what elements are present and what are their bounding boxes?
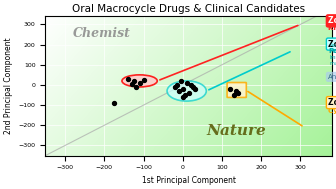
Point (137, 81, 142, 84)
Point (227, 88, 233, 91)
Point (141, 78, 146, 81)
FancyBboxPatch shape (227, 83, 246, 98)
Point (186, 91, 191, 94)
Point (231, 94, 237, 97)
Text: Kinase Inhibitors: Kinase Inhibitors (328, 26, 336, 31)
Point (125, 77, 130, 80)
Point (172, 85, 178, 88)
Point (182, 94, 187, 97)
Point (233, 89, 239, 92)
Point (184, 81, 190, 84)
Point (190, 85, 195, 88)
Point (178, 79, 183, 82)
Point (129, 82, 134, 85)
Text: Polyketides: Polyketides (328, 48, 336, 54)
Text: Zone 3: Zone 3 (328, 98, 336, 107)
Ellipse shape (122, 75, 157, 87)
Text: Chemist: Chemist (73, 26, 131, 40)
Text: Cyclic Peptides: Cyclic Peptides (328, 108, 336, 114)
Text: Zone 2: Zone 2 (328, 16, 336, 25)
Point (176, 89, 181, 92)
Text: Nature: Nature (206, 124, 266, 138)
Y-axis label: 2nd Principal Component: 2nd Principal Component (4, 38, 13, 134)
Point (180, 95, 185, 98)
Text: Antivirals: Antivirals (328, 74, 336, 80)
Text: Zone 1: Zone 1 (328, 40, 336, 49)
Point (192, 88, 197, 91)
Point (180, 88, 185, 91)
X-axis label: 1st Principal Component: 1st Principal Component (142, 176, 236, 185)
Point (131, 79, 136, 82)
Point (133, 85, 138, 88)
Ellipse shape (167, 81, 206, 101)
Title: Oral Macrocycle Drugs & Clinical Candidates: Oral Macrocycle Drugs & Clinical Candida… (72, 4, 305, 14)
Point (188, 83, 193, 86)
Point (112, 101, 117, 105)
Point (235, 91, 240, 94)
Text: Ansamycins,
Macrolide antibiotics,
Immunomodulatory
macrolides & related: Ansamycins, Macrolide antibiotics, Immun… (330, 43, 336, 66)
Point (174, 83, 179, 86)
